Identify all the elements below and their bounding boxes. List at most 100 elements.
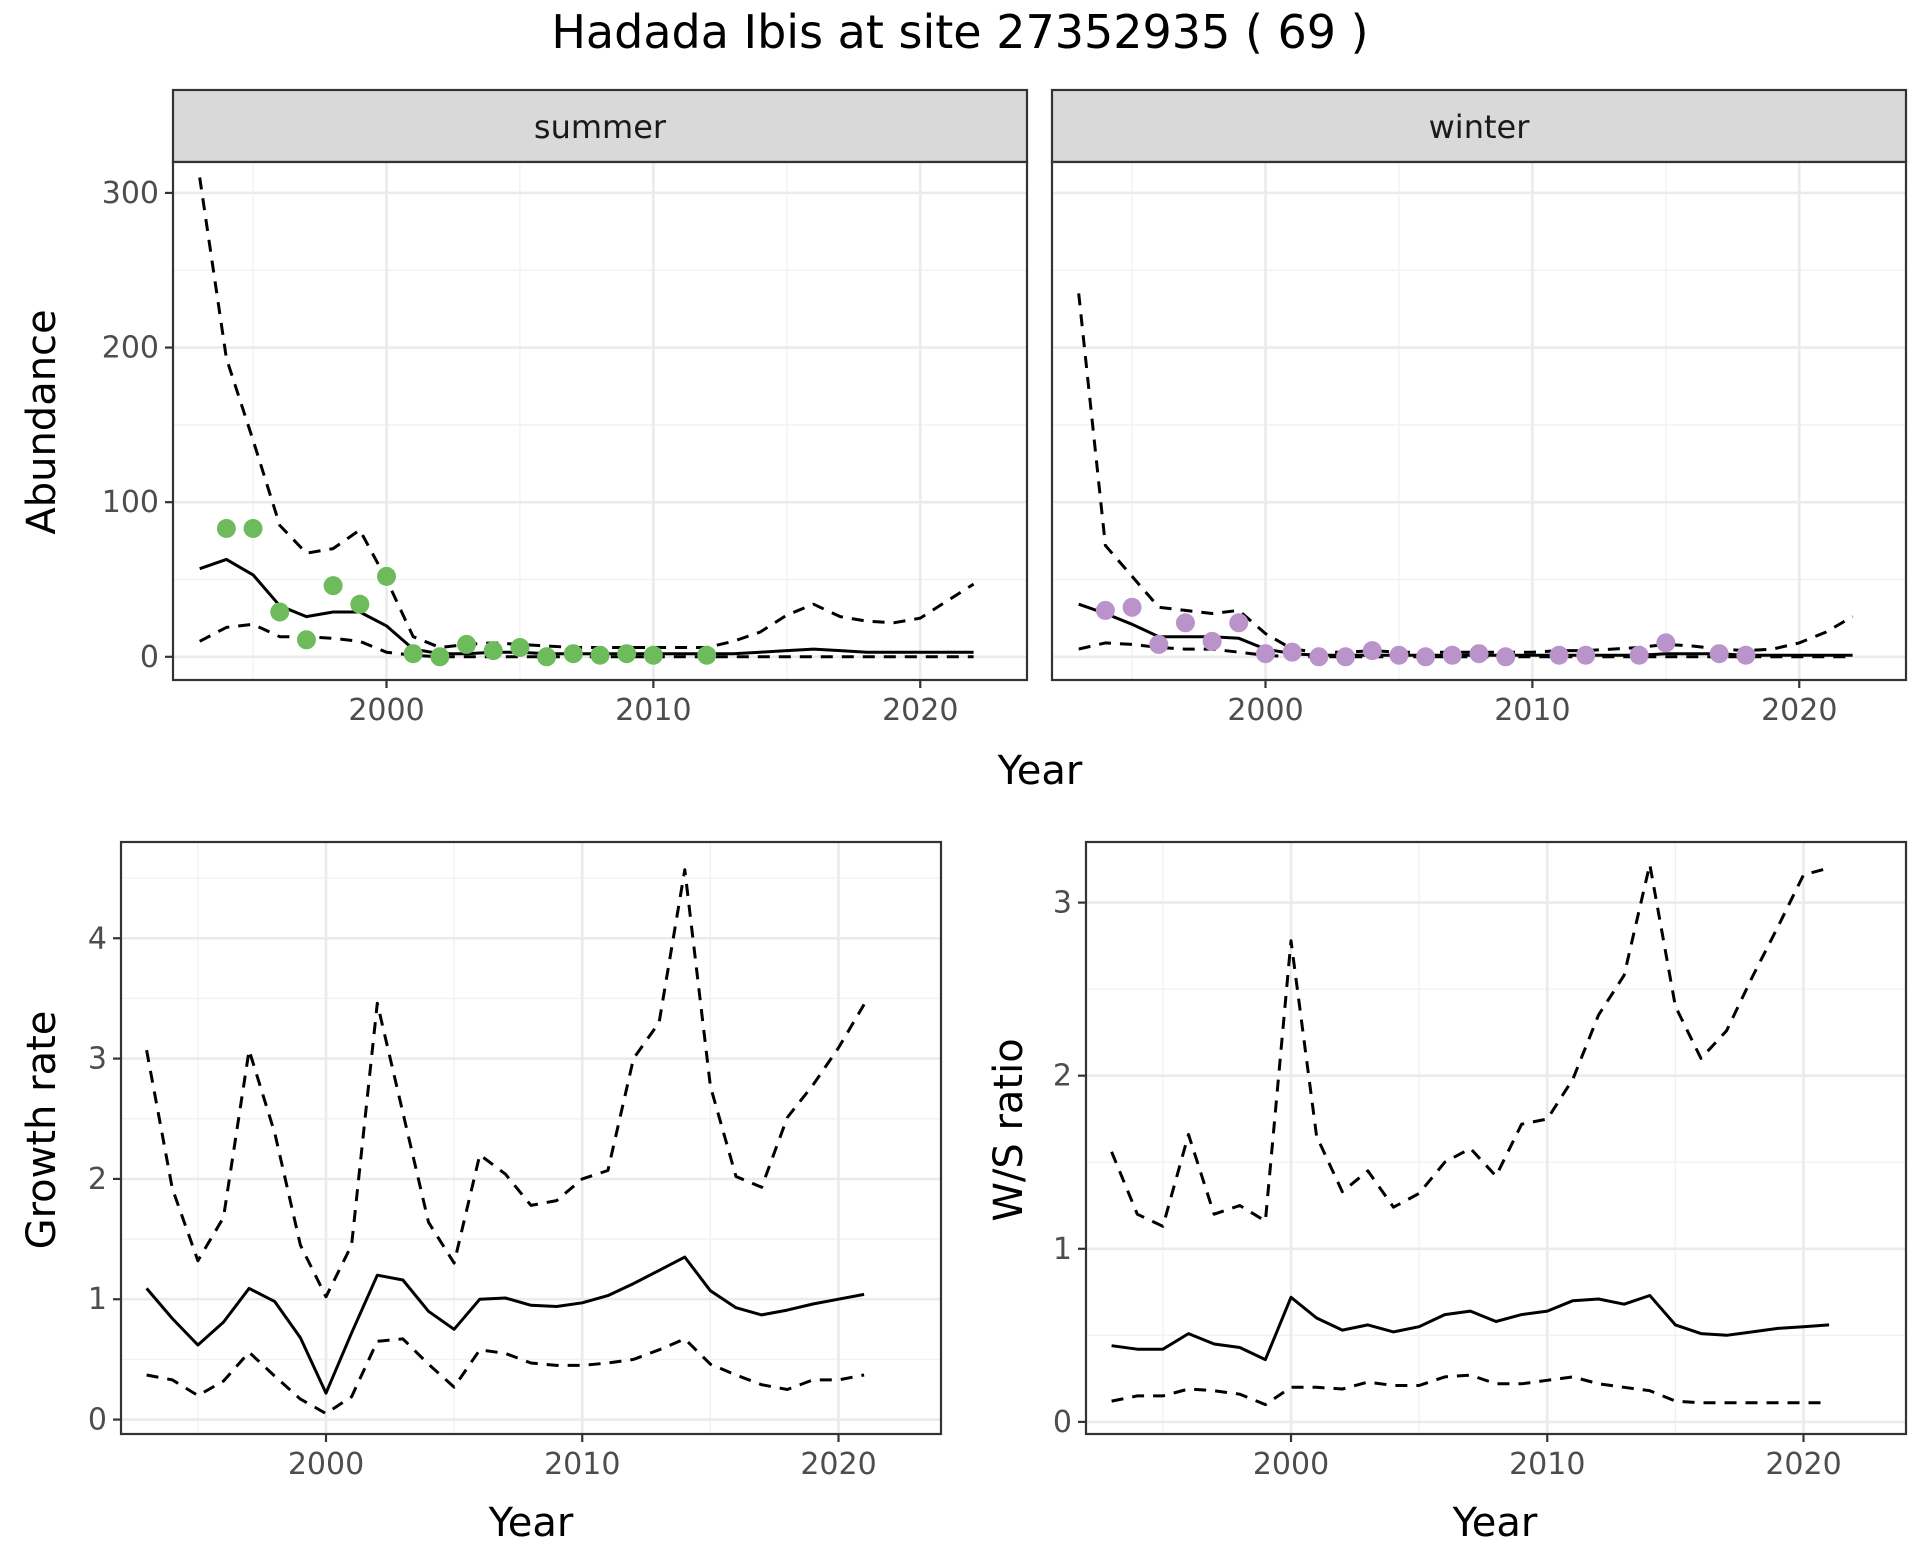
facet-summer: summer 2000 2010 2020 0 100 200 300 xyxy=(102,88,1029,728)
y-axis-title-ratio: W/S ratio xyxy=(986,1038,1032,1221)
ci-upper-line xyxy=(1110,863,1830,1228)
y-tick-label: 0 xyxy=(140,640,159,675)
panel-border xyxy=(171,160,1029,682)
y-tick-label: 100 xyxy=(102,485,159,520)
count-point xyxy=(1362,641,1382,661)
x-axis-title-ratio: Year xyxy=(1452,1500,1538,1546)
count-point xyxy=(643,645,663,665)
x-tick-label: 2010 xyxy=(1509,1447,1585,1482)
strip-winter xyxy=(1050,88,1908,164)
count-point xyxy=(1229,613,1249,633)
panel-border xyxy=(1084,840,1908,1436)
growth-rate-plot: 2000 2010 2020 0 1 2 3 4 Year Growth rate xyxy=(19,840,943,1546)
count-point xyxy=(1496,647,1516,667)
count-point xyxy=(697,645,717,665)
y-tick-label: 0 xyxy=(88,1403,107,1438)
y-tick-label: 3 xyxy=(1053,886,1072,921)
count-point xyxy=(216,518,236,538)
count-point xyxy=(1309,647,1329,667)
strip-summer xyxy=(171,88,1029,164)
strip-label-winter: winter xyxy=(1429,108,1531,146)
count-point xyxy=(590,645,610,665)
panel-background xyxy=(1086,842,1906,1434)
count-point xyxy=(1736,645,1756,665)
count-point xyxy=(1549,645,1569,665)
panel-summer: 2000 2010 2020 0 100 200 300 xyxy=(102,160,1029,728)
count-point xyxy=(563,644,583,664)
y-tick-label: 1 xyxy=(88,1282,107,1317)
count-point xyxy=(243,518,263,538)
panel-growth: 2000 2010 2020 0 1 2 3 4 xyxy=(88,840,943,1482)
panel-background xyxy=(121,842,941,1434)
count-point xyxy=(1282,642,1302,662)
x-tick-label: 2020 xyxy=(1761,693,1837,728)
x-tick-label: 2020 xyxy=(882,693,958,728)
x-tick-label: 2000 xyxy=(348,693,424,728)
count-point xyxy=(1656,633,1676,653)
strip-label-summer: summer xyxy=(534,108,667,146)
x-tick-label: 2020 xyxy=(800,1447,876,1482)
estimate-line xyxy=(199,557,974,656)
count-point xyxy=(483,641,503,661)
panel-border xyxy=(119,840,943,1436)
count-point xyxy=(1629,645,1649,665)
count-point xyxy=(1389,645,1409,665)
count-point xyxy=(1416,647,1436,667)
y-tick-label: 2 xyxy=(1053,1059,1072,1094)
y-tick-label: 4 xyxy=(88,921,107,956)
x-tick-label: 2010 xyxy=(615,693,691,728)
y-axis-title-growth: Growth rate xyxy=(19,1011,65,1250)
x-axis-title-growth: Year xyxy=(488,1500,574,1546)
count-point xyxy=(510,638,530,658)
estimate-line xyxy=(1111,1294,1830,1362)
count-point xyxy=(1442,645,1462,665)
x-tick-label: 2000 xyxy=(1253,1447,1329,1482)
count-point xyxy=(1336,647,1356,667)
count-point xyxy=(1709,644,1729,664)
x-tick-label: 2000 xyxy=(288,1447,364,1482)
y-tick-label: 0 xyxy=(1053,1405,1072,1440)
y-tick-label: 1 xyxy=(1053,1232,1072,1267)
y-tick-label: 200 xyxy=(102,331,159,366)
abundance-plot: summer 2000 2010 2020 0 100 200 300 winter 200… xyxy=(19,88,1908,794)
count-point xyxy=(1469,644,1489,664)
count-point xyxy=(1095,600,1115,620)
count-point xyxy=(537,647,557,667)
y-tick-label: 3 xyxy=(88,1042,107,1077)
estimate-line xyxy=(145,1255,865,1395)
y-axis-title-abundance: Abundance xyxy=(19,309,65,534)
count-point xyxy=(296,630,316,650)
facet-winter: winter 2000 2010 2020 xyxy=(1050,88,1908,728)
y-tick-label: 2 xyxy=(88,1162,107,1197)
count-point xyxy=(617,644,637,664)
x-axis-title-abundance: Year xyxy=(997,748,1083,794)
ci-lower-line xyxy=(199,622,974,659)
x-tick-label: 2010 xyxy=(1494,693,1570,728)
count-point xyxy=(457,634,477,654)
panel-ratio: 2000 2010 2020 0 1 2 3 xyxy=(1053,840,1908,1482)
chart-title: Hadada Ibis at site 27352935 ( 69 ) xyxy=(551,5,1368,59)
count-point xyxy=(1576,645,1596,665)
panel-border xyxy=(1050,160,1908,682)
count-point xyxy=(377,566,396,586)
panel-background xyxy=(1052,162,1906,680)
count-point xyxy=(1256,644,1275,664)
count-point xyxy=(1122,597,1142,617)
count-point xyxy=(1149,634,1169,654)
ci-lower-line xyxy=(1111,1373,1830,1407)
count-point xyxy=(270,602,290,622)
x-tick-label: 2000 xyxy=(1227,693,1303,728)
count-point xyxy=(350,594,370,614)
x-tick-label: 2020 xyxy=(1765,1447,1841,1482)
count-point xyxy=(430,647,450,667)
count-point xyxy=(323,576,343,596)
x-tick-label: 2010 xyxy=(544,1447,620,1482)
ci-lower-line xyxy=(146,1337,865,1415)
count-point xyxy=(1202,631,1222,651)
panel-background xyxy=(173,162,1027,680)
panel-winter: 2000 2010 2020 xyxy=(1050,160,1908,728)
count-point xyxy=(1175,613,1195,633)
ws-ratio-plot: 2000 2010 2020 0 1 2 3 Year W/S ratio xyxy=(986,840,1908,1546)
count-point xyxy=(403,644,423,664)
